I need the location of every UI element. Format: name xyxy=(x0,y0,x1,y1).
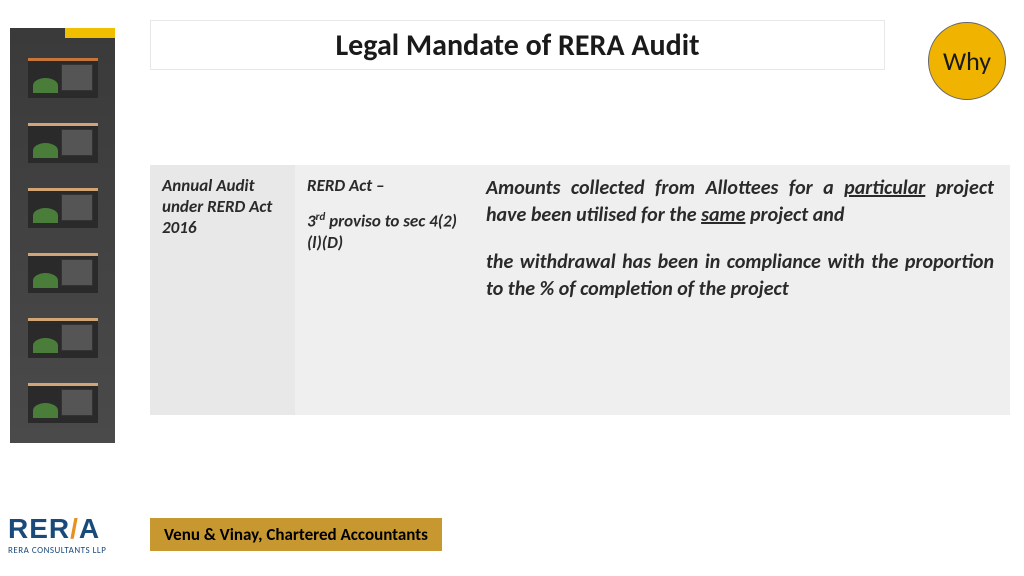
col3-para1: Amounts collected from Allottees for a p… xyxy=(486,175,994,229)
p1-post: project and xyxy=(745,203,844,227)
col2-line1: RERD Act – xyxy=(307,175,458,196)
table-col-3: Amounts collected from Allottees for a p… xyxy=(470,165,1010,415)
title-bar: Legal Mandate of RERA Audit xyxy=(150,20,885,70)
col2-line2: 3rd proviso to sec 4(2)(l)(D) xyxy=(307,210,458,253)
logo-pre: RER xyxy=(8,513,70,544)
why-badge: Why xyxy=(928,22,1006,100)
building-image xyxy=(10,28,115,443)
col2-sup: rd xyxy=(316,210,326,223)
footer-bar: Venu & Vinay, Chartered Accountants xyxy=(150,518,442,551)
building-floor xyxy=(28,318,98,358)
building-floor xyxy=(28,188,98,228)
logo-post: A xyxy=(79,513,100,544)
logo-subtitle: RERA CONSULTANTS LLP xyxy=(8,545,138,556)
p1-u2: same xyxy=(701,203,745,227)
accent-strip xyxy=(65,28,115,38)
p1-u1: particular xyxy=(844,176,925,200)
table-col-1: Annual Audit under RERD Act 2016 xyxy=(150,165,295,415)
building-floor xyxy=(28,58,98,98)
p1-pre: Amounts collected from Allottees for a xyxy=(486,176,844,200)
logo: RER/A RERA CONSULTANTS LLP xyxy=(8,513,138,556)
logo-main: RER/A xyxy=(8,513,138,545)
content-table: Annual Audit under RERD Act 2016 RERD Ac… xyxy=(150,165,1010,415)
badge-label: Why xyxy=(943,45,991,77)
building-floor xyxy=(28,123,98,163)
col3-para2: the withdrawal has been in compliance wi… xyxy=(486,249,994,303)
col1-text: Annual Audit under RERD Act 2016 xyxy=(162,175,272,238)
table-col-2: RERD Act – 3rd proviso to sec 4(2)(l)(D) xyxy=(295,165,470,415)
col2-post: proviso to sec 4(2)(l)(D) xyxy=(307,211,457,253)
building-floor xyxy=(28,383,98,423)
page-title: Legal Mandate of RERA Audit xyxy=(335,27,699,64)
footer-text: Venu & Vinay, Chartered Accountants xyxy=(164,524,428,545)
col2-pre: 3 xyxy=(307,211,316,232)
building-floor xyxy=(28,253,98,293)
